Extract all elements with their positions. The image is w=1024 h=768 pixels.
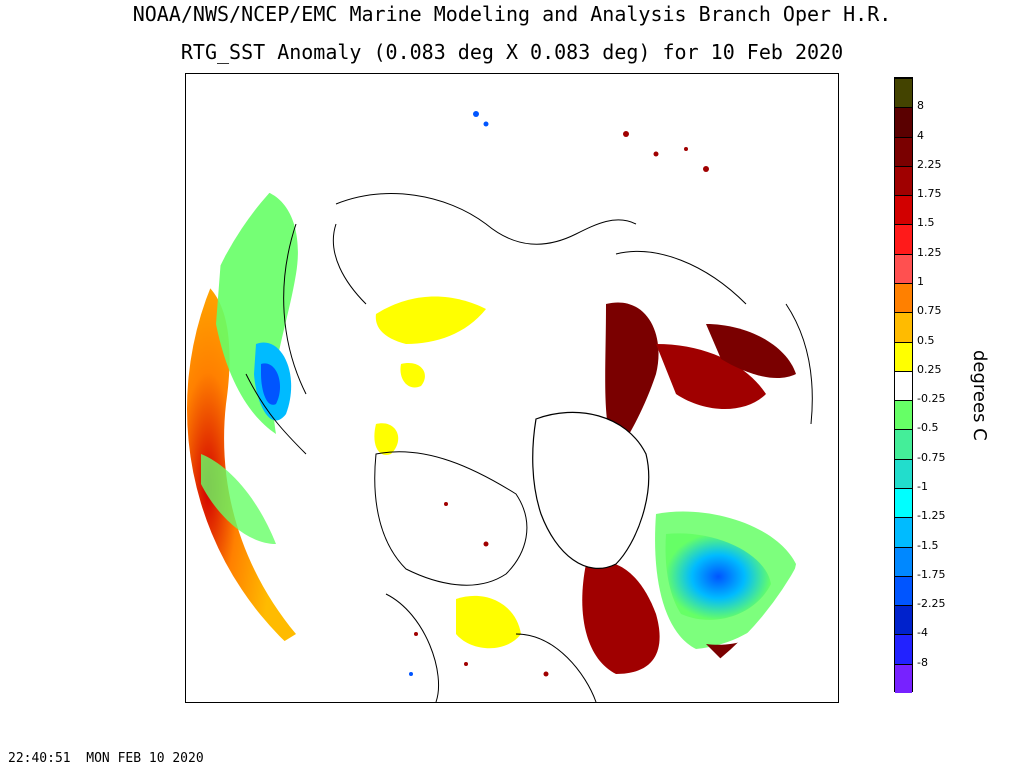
color-scale-bin <box>895 195 912 225</box>
color-scale-tick-label: 2.25 <box>917 157 942 171</box>
color-scale-tick-label: -1.25 <box>917 509 946 523</box>
color-scale-bar <box>894 77 913 693</box>
color-scale-bin <box>895 136 912 166</box>
color-scale-bin <box>895 224 912 254</box>
color-scale-tick-label: 0.5 <box>917 333 935 347</box>
map-title-line-2: RTG_SST Anomaly (0.083 deg X 0.083 deg) … <box>180 40 844 64</box>
color-scale-tick-label: -0.75 <box>917 450 946 464</box>
color-scale-bin <box>895 634 912 664</box>
color-scale-bin <box>895 663 912 693</box>
color-scale-bin <box>895 370 912 401</box>
map-title-line-1: NOAA/NWS/NCEP/EMC Marine Modeling and An… <box>132 2 892 26</box>
color-scale-bin <box>895 575 912 606</box>
color-scale-bin <box>895 488 912 518</box>
color-scale-bin <box>895 546 912 576</box>
color-scale-bin <box>895 165 912 196</box>
greenland-landmass <box>532 411 650 569</box>
timestamp: 22:40:51 MON FEB 10 2020 <box>8 751 204 766</box>
color-scale-tick-label: -1.75 <box>917 567 946 581</box>
color-scale-tick-label: 4 <box>917 128 924 142</box>
color-scale-tick-label: -4 <box>917 626 928 640</box>
map-graphic <box>187 84 837 702</box>
color-scale-bin <box>895 400 912 430</box>
color-scale-tick-label: -1.5 <box>917 538 939 552</box>
color-scale-tick-label: 1 <box>917 275 924 288</box>
color-scale-tick-label: -8 <box>917 655 928 669</box>
color-scale-tick-label: 0.75 <box>917 304 942 318</box>
color-scale-bin <box>895 312 912 342</box>
hudson-bay-region <box>456 595 521 649</box>
color-scale-tick-label: 1.5 <box>917 216 935 230</box>
color-scale-tick-label: -0.25 <box>917 392 946 406</box>
color-scale-tick-label: 1.25 <box>917 245 942 259</box>
color-scale-bin <box>895 517 912 547</box>
color-scale-tick-label: -1 <box>917 480 928 493</box>
color-scale-tick-label: 8 <box>917 99 924 113</box>
color-scale-bin <box>895 429 912 459</box>
color-scale-bin <box>895 283 912 313</box>
color-scale-bin <box>895 107 912 137</box>
atlantic-cold-region <box>665 533 771 620</box>
color-scale-bin <box>895 605 912 635</box>
color-scale-tick-label: -0.5 <box>917 421 939 435</box>
color-scale-tick-label: 0.25 <box>917 362 942 376</box>
color-scale-tick-label: -2.25 <box>917 597 946 611</box>
color-scale-bin <box>895 458 912 488</box>
color-scale-bin <box>895 78 912 108</box>
color-scale-bin <box>895 253 912 283</box>
polar-sst-anomaly-map <box>185 73 839 703</box>
color-scale-tick-label: 1.75 <box>917 187 942 201</box>
color-scale-bin <box>895 341 912 371</box>
units-label: degrees C <box>969 350 990 441</box>
